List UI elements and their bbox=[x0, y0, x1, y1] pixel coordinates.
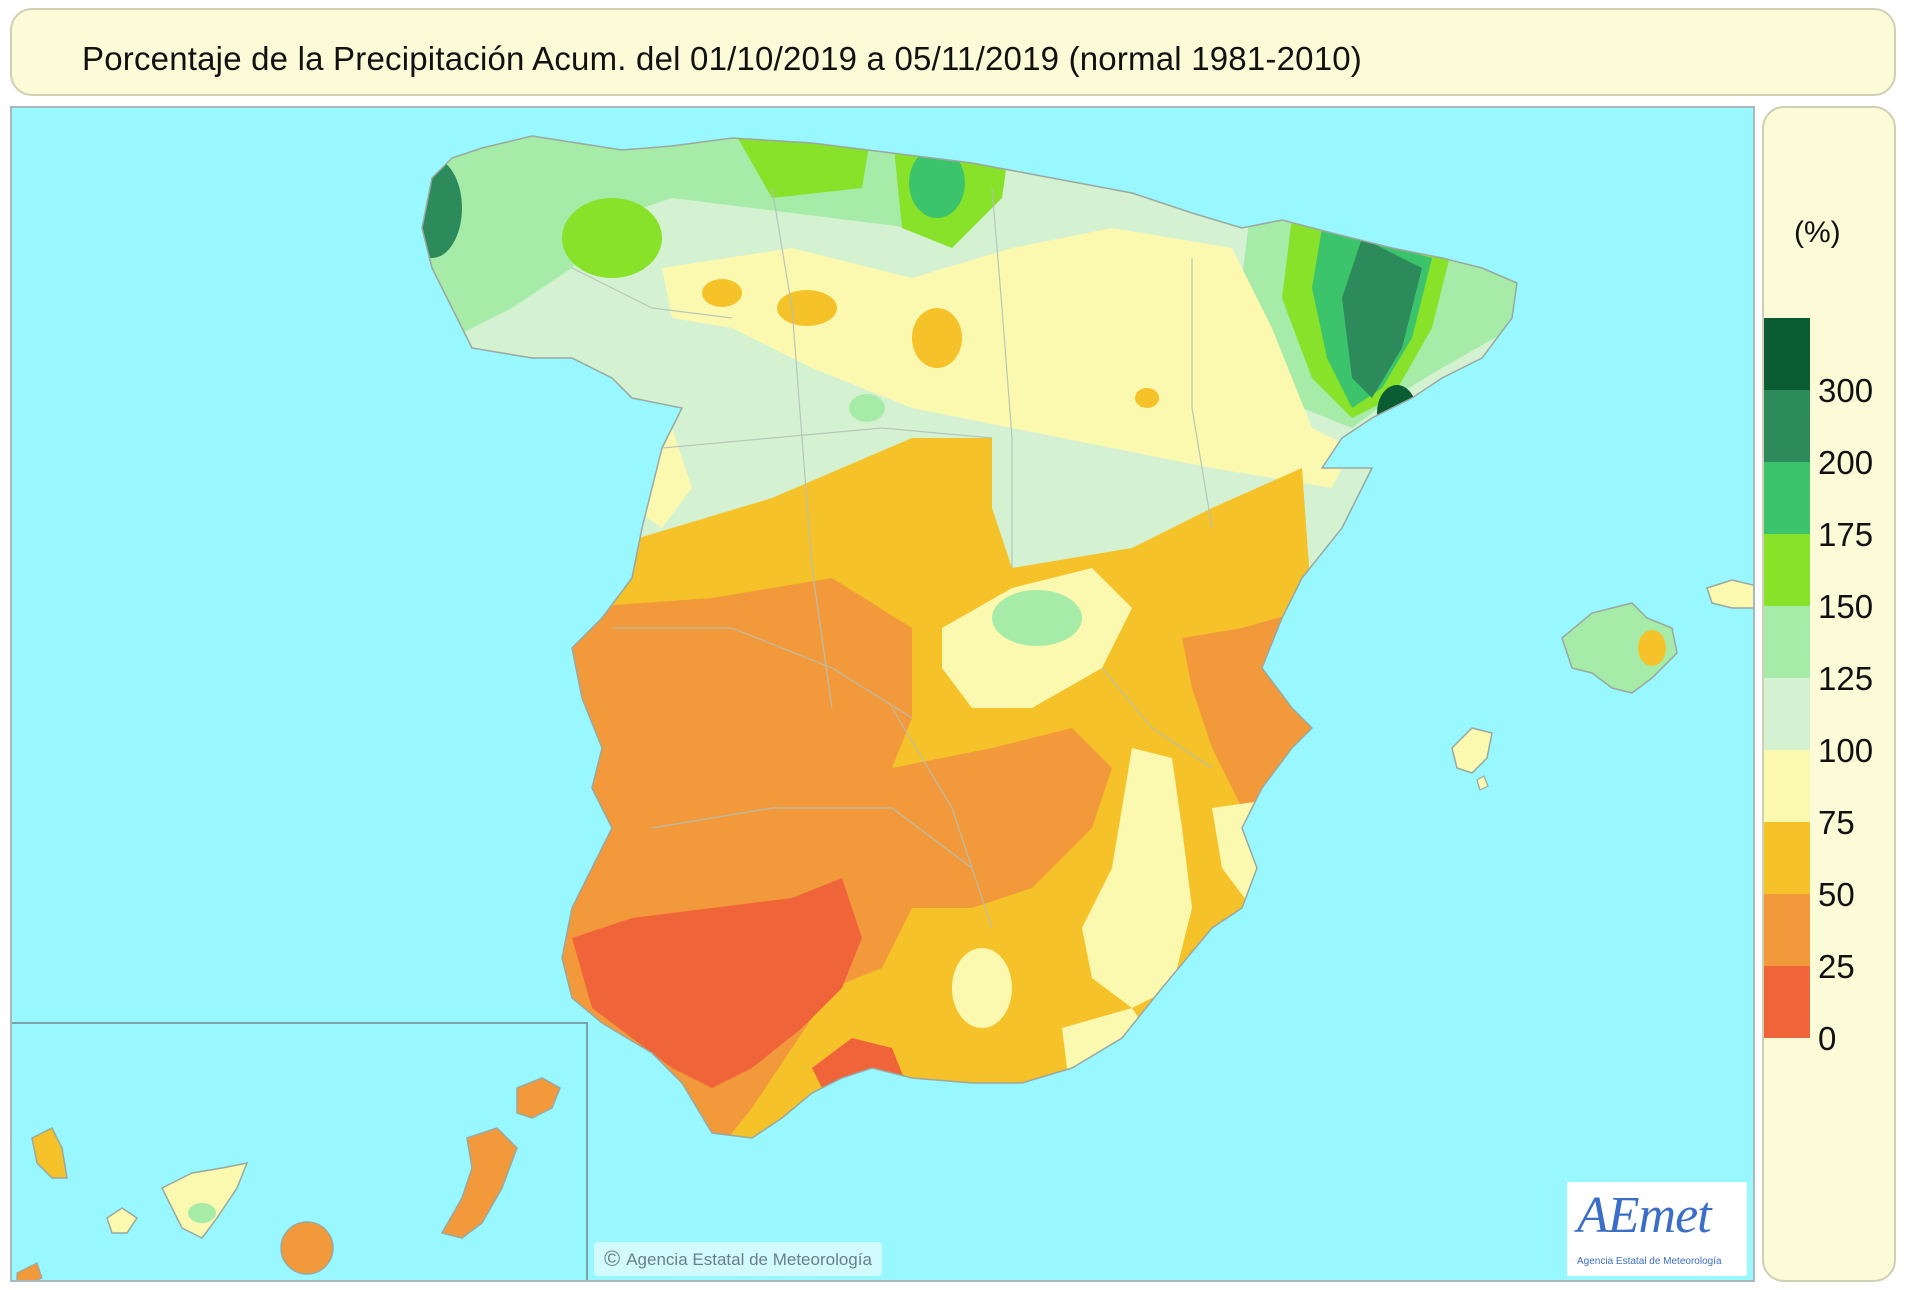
legend-swatch-50 bbox=[1764, 822, 1810, 894]
precipitation-map: © Agencia Estatal de Meteorología AEmet A… bbox=[10, 106, 1755, 1282]
legend-label-125: 125 bbox=[1818, 660, 1874, 697]
legend-swatch-0 bbox=[1764, 966, 1810, 1038]
legend-swatch-300 bbox=[1764, 318, 1810, 390]
legend-swatch-25 bbox=[1764, 894, 1810, 966]
balearic-islands bbox=[1451, 579, 1753, 791]
legend-label-75: 75 bbox=[1818, 804, 1855, 841]
legend-scale: 300 200 175 150 125 100 75 50 25 0 bbox=[1764, 318, 1898, 1057]
province-borders bbox=[571, 187, 1213, 929]
map-title-bar: Porcentaje de la Precipitación Acum. del… bbox=[10, 8, 1896, 96]
aemet-logo: AEmet Agencia Estatal de Meteorología bbox=[1567, 1182, 1747, 1276]
legend-label-100: 100 bbox=[1818, 732, 1874, 769]
legend-swatch-150 bbox=[1764, 534, 1810, 606]
canary-islands-inset-frame bbox=[12, 1022, 588, 1280]
legend-swatch-175 bbox=[1764, 462, 1810, 534]
legend-label-150: 150 bbox=[1818, 588, 1874, 625]
legend-unit-label: (%) bbox=[1794, 216, 1841, 249]
aemet-logo-text: AEmet bbox=[1577, 1187, 1712, 1244]
copyright-text: Agencia Estatal de Meteorología bbox=[626, 1250, 872, 1269]
legend-label-300: 300 bbox=[1818, 372, 1874, 409]
canary-islands bbox=[16, 1077, 561, 1280]
aemet-logo-subtitle: Agencia Estatal de Meteorología bbox=[1577, 1256, 1722, 1267]
map-title: Porcentaje de la Precipitación Acum. del… bbox=[82, 40, 1362, 77]
legend-swatch-125 bbox=[1764, 606, 1810, 678]
legend-label-0: 0 bbox=[1818, 1020, 1837, 1057]
legend-label-25: 25 bbox=[1818, 948, 1855, 985]
copyright-notice: © Agencia Estatal de Meteorología bbox=[594, 1242, 882, 1276]
iberian-peninsula bbox=[422, 136, 1517, 1138]
legend-swatch-200 bbox=[1764, 390, 1810, 462]
legend-label-50: 50 bbox=[1818, 876, 1855, 913]
legend-label-175: 175 bbox=[1818, 516, 1874, 553]
legend-swatch-100 bbox=[1764, 678, 1810, 750]
legend-label-200: 200 bbox=[1818, 444, 1874, 481]
legend-swatch-75 bbox=[1764, 750, 1810, 822]
legend-panel: (%) 300 200 175 150 125 100 75 50 25 0 bbox=[1762, 106, 1896, 1282]
copyright-icon: © bbox=[604, 1246, 621, 1271]
map-canvas bbox=[16, 135, 1753, 1280]
